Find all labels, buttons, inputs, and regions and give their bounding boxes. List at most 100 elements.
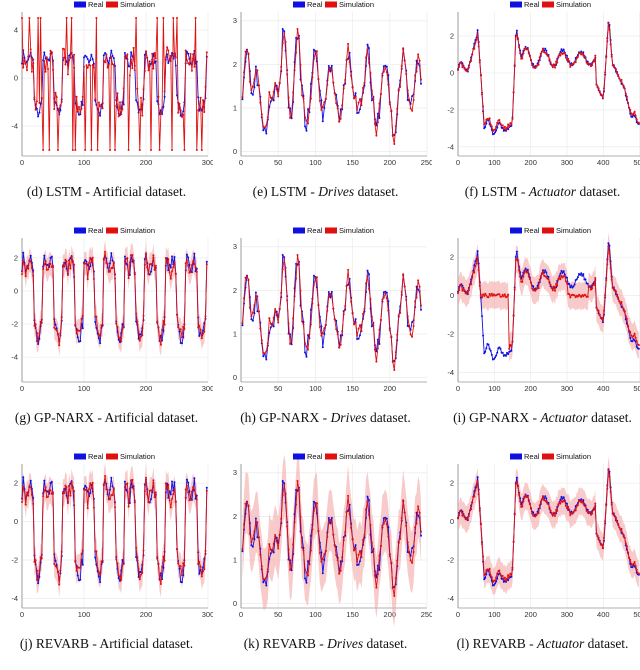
y-tick-label: 2 — [450, 253, 454, 262]
real-series-point — [169, 266, 172, 269]
legend-simulation-swatch — [542, 227, 554, 234]
real-series-point — [484, 350, 487, 353]
legend-simulation-label: Simulation — [339, 452, 374, 461]
x-tick-label: 250 — [421, 158, 432, 167]
real-series-point — [329, 522, 332, 525]
x-tick-label: 0 — [456, 610, 460, 619]
simulation-series-point — [299, 64, 302, 66]
simulation-series-point — [74, 323, 77, 326]
simulation-series-point — [156, 555, 159, 558]
simulation-series-point — [142, 88, 145, 91]
simulation-series-point — [302, 323, 305, 326]
simulation-series-point — [405, 298, 408, 301]
simulation-series-point — [507, 574, 510, 577]
legend-real-swatch — [510, 227, 522, 234]
real-series-point — [561, 50, 564, 53]
real-series-point — [123, 255, 126, 258]
real-series-point — [187, 481, 190, 484]
simulation-series-point — [259, 327, 262, 330]
simulation-series-point — [193, 65, 196, 68]
chart-panel: 0 50 100 150 200 3 2 1 0 Real Simulation (h) GP-NAR… — [219, 226, 432, 444]
simulation-series-point — [498, 569, 501, 572]
real-series-point — [378, 569, 381, 571]
simulation-series-point — [458, 289, 461, 291]
simulation-series-point — [627, 324, 629, 327]
simulation-series-point — [323, 101, 326, 104]
simulation-series-point — [24, 275, 27, 278]
simulation-series-point — [47, 268, 49, 271]
simulation-series-point — [347, 268, 350, 271]
simulation-series-point — [499, 573, 502, 576]
real-series-point — [251, 93, 254, 96]
simulation-series-point — [381, 72, 384, 75]
simulation-series-point — [330, 69, 333, 72]
real-series-point — [173, 256, 176, 258]
simulation-series-point — [193, 489, 196, 492]
simulation-series-point — [64, 484, 67, 487]
simulation-series-point — [621, 306, 624, 309]
simulation-series-point — [320, 334, 323, 337]
simulation-series-line — [21, 17, 208, 151]
simulation-series-point — [390, 561, 393, 564]
simulation-series-point — [132, 261, 135, 264]
figure-caption: (l) REVARB - Actuator dataset. — [432, 636, 640, 652]
y-tick-label: -2 — [447, 330, 454, 339]
simulation-series-point — [530, 281, 532, 284]
simulation-series-point — [66, 274, 69, 276]
real-series-point — [536, 284, 539, 287]
caption-part: Actuator — [536, 636, 585, 651]
real-series-line — [21, 50, 208, 117]
simulation-series-point — [474, 265, 477, 268]
simulation-series-point — [574, 509, 577, 512]
simulation-series-point — [523, 48, 526, 51]
simulation-series-point — [528, 278, 531, 281]
figure-caption: (f) LSTM - Actuator dataset. — [432, 184, 640, 200]
simulation-series-point — [166, 487, 169, 490]
simulation-series-point — [61, 491, 64, 493]
y-tick-label: 0 — [233, 373, 237, 382]
real-series-point — [378, 117, 381, 119]
simulation-series-point — [317, 530, 320, 533]
simulation-series-point — [324, 98, 327, 101]
simulation-series-point — [112, 487, 115, 490]
simulation-series-point — [80, 107, 83, 110]
real-series-point — [490, 353, 493, 356]
simulation-series-point — [369, 298, 372, 300]
simulation-series-point — [44, 260, 47, 263]
simulation-series-point — [64, 63, 67, 66]
simulation-series-point — [362, 87, 364, 89]
simulation-series-point — [174, 273, 177, 275]
simulation-series-point — [597, 536, 600, 539]
simulation-series-point — [418, 285, 421, 288]
simulation-series-point — [27, 494, 30, 497]
simulation-series-point — [128, 261, 131, 264]
simulation-series-point — [95, 550, 98, 553]
simulation-series-point — [187, 491, 190, 494]
real-series-point — [89, 265, 92, 268]
simulation-series-point — [172, 266, 175, 269]
y-tick-label: 0 — [450, 291, 454, 300]
simulation-series-point — [200, 149, 203, 151]
simulation-series-point — [292, 317, 295, 320]
simulation-series-point — [552, 63, 555, 66]
x-tick-label: 200 — [140, 610, 153, 619]
simulation-series-point — [362, 313, 364, 315]
x-tick-label: 200 — [384, 384, 397, 393]
simulation-series-point — [342, 539, 345, 542]
x-tick-label: 100 — [309, 610, 322, 619]
simulation-series-point — [348, 61, 351, 63]
simulation-series-point — [594, 502, 597, 505]
real-series-point — [382, 291, 385, 294]
x-tick-label: 400 — [597, 610, 610, 619]
y-tick-label: 0 — [233, 147, 237, 156]
simulation-series-point — [345, 285, 348, 287]
caption-part: (e) LSTM - — [252, 184, 319, 199]
simulation-series-point — [538, 504, 541, 507]
simulation-series-point — [549, 509, 552, 512]
simulation-series-point — [167, 483, 170, 486]
simulation-series-point — [534, 515, 537, 518]
real-series-point — [68, 54, 71, 57]
caption-part: dataset. — [354, 184, 399, 199]
real-series-point — [323, 333, 326, 335]
simulation-series-point — [29, 486, 32, 489]
